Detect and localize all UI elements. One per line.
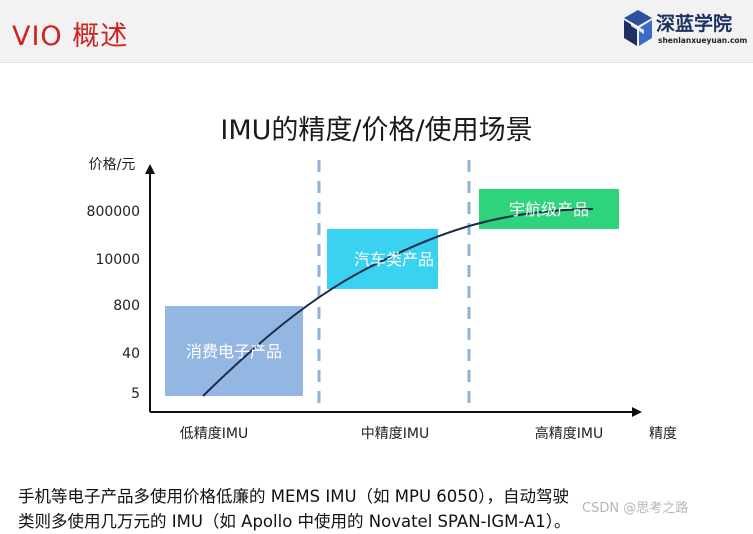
- y-axis-label: 价格/元: [89, 157, 136, 173]
- csdn-watermark: CSDN @思考之路: [582, 501, 689, 516]
- y-tick-label: 800000: [87, 204, 140, 220]
- brand-logo: 深蓝学院 shenlanxueyuan.com: [622, 6, 750, 56]
- brand-url: shenlanxueyuan.com: [658, 36, 748, 45]
- y-tick-label: 800: [113, 298, 140, 314]
- slide-header: VIO 概述 深蓝学院 shenlanxueyuan.com: [0, 0, 753, 63]
- region-consumer: [165, 306, 303, 396]
- region-label-automotive: 汽车类产品: [354, 250, 434, 269]
- explanation-text: 手机等电子产品多使用价格低廉的 MEMS IMU（如 MPU 6050），自动驾…: [18, 484, 748, 534]
- y-tick-label: 5: [131, 386, 140, 402]
- slide-title: VIO 概述: [12, 21, 129, 52]
- region-label-aerospace: 宇航级产品: [509, 200, 589, 219]
- region-label-consumer: 消费电子产品: [186, 342, 282, 361]
- x-category-label: 低精度IMU: [180, 426, 248, 442]
- trend-curve: [202, 208, 594, 397]
- x-axis-label: 精度: [649, 426, 677, 442]
- y-tick-label: 40: [122, 346, 140, 362]
- region-automotive: [327, 229, 438, 289]
- chart-title: IMU的精度/价格/使用场景: [220, 115, 533, 146]
- brand-name: 深蓝学院: [656, 13, 733, 35]
- explanation-line-1: 手机等电子产品多使用价格低廉的 MEMS IMU（如 MPU 6050），自动驾…: [18, 487, 570, 506]
- y-tick-label: 10000: [95, 252, 140, 268]
- x-category-label: 高精度IMU: [535, 425, 603, 442]
- cube-logo-icon: [624, 10, 652, 46]
- region-aerospace: [479, 189, 619, 229]
- explanation-line-2: 类则多使用几万元的 IMU（如 Apollo 中使用的 Novatel SPAN…: [18, 512, 571, 531]
- x-category-label: 中精度IMU: [361, 426, 429, 442]
